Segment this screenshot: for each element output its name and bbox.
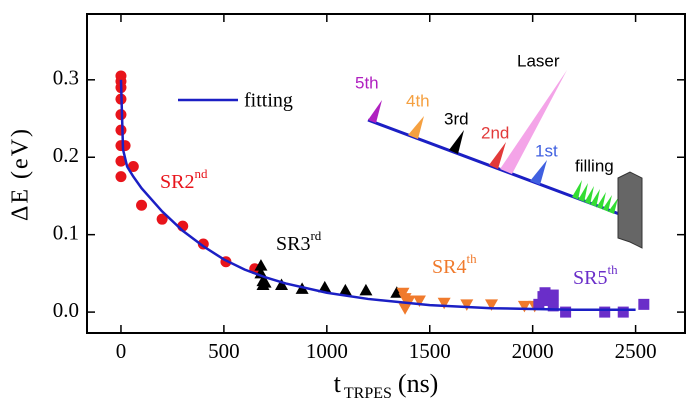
point bbox=[258, 276, 272, 288]
spike bbox=[489, 142, 506, 169]
y-tick-label: 0.0 bbox=[53, 298, 79, 322]
plot-frame bbox=[86, 13, 686, 334]
inset-label: Laser bbox=[517, 51, 560, 70]
point bbox=[599, 306, 611, 318]
point bbox=[359, 283, 373, 296]
x-tick-label: 1500 bbox=[409, 339, 451, 363]
x-axis-label: t TRPES (ns) bbox=[334, 369, 439, 402]
laser-beam bbox=[500, 70, 567, 174]
point bbox=[617, 306, 629, 318]
inset: Laser 5th 4th 3rd 2nd 1st filling bbox=[355, 51, 643, 249]
annotation-sup: rd bbox=[310, 228, 321, 243]
inset-label: 5th bbox=[355, 73, 379, 92]
inset-label: 2nd bbox=[481, 123, 509, 142]
annotation-text: SR2 bbox=[160, 171, 194, 193]
annotation: SR5th bbox=[573, 262, 618, 289]
annotation-sup: nd bbox=[194, 166, 208, 181]
point bbox=[533, 298, 545, 310]
inset-label: 4th bbox=[406, 91, 430, 110]
point bbox=[402, 295, 416, 307]
annotation-text: SR3 bbox=[276, 233, 310, 255]
annotation-text: SR4 bbox=[432, 256, 466, 278]
point bbox=[136, 199, 148, 211]
spike bbox=[449, 130, 464, 154]
inset-label: 1st bbox=[535, 141, 558, 160]
legend-label: fitting bbox=[244, 90, 293, 112]
y-tick-label: 0.3 bbox=[53, 66, 79, 90]
x-tick-label: 500 bbox=[208, 339, 240, 363]
spike bbox=[368, 100, 382, 123]
point bbox=[338, 283, 352, 296]
x-tick-label: 2000 bbox=[512, 339, 554, 363]
annotation: SR3rd bbox=[276, 228, 322, 255]
point bbox=[254, 259, 268, 271]
point bbox=[119, 140, 131, 152]
point bbox=[412, 295, 426, 307]
annotation: SR4th bbox=[432, 251, 477, 278]
point bbox=[156, 213, 168, 225]
inset-label: filling bbox=[575, 156, 614, 175]
point bbox=[398, 303, 412, 315]
point bbox=[115, 171, 127, 183]
point bbox=[638, 298, 650, 310]
point bbox=[115, 155, 127, 167]
spike bbox=[408, 116, 424, 139]
point bbox=[275, 278, 289, 290]
point bbox=[539, 287, 551, 299]
fit-line bbox=[119, 79, 636, 312]
inset-label: 3rd bbox=[444, 109, 469, 128]
x-tick-label: 2500 bbox=[615, 339, 657, 363]
x-tick-label: 1000 bbox=[306, 339, 348, 363]
x-label-main: t bbox=[334, 369, 342, 398]
spike bbox=[530, 160, 547, 185]
point bbox=[484, 299, 498, 311]
block bbox=[617, 171, 643, 249]
y-tick-label: 0.1 bbox=[53, 220, 79, 244]
point bbox=[517, 300, 531, 313]
y-axis-label: ΔE (eV) bbox=[8, 127, 34, 221]
point bbox=[115, 124, 127, 136]
point bbox=[547, 300, 559, 312]
plot-area bbox=[115, 70, 650, 318]
point bbox=[547, 289, 559, 301]
x-tick-label: 0 bbox=[116, 339, 127, 363]
point bbox=[560, 306, 572, 318]
point bbox=[127, 161, 139, 173]
point bbox=[318, 280, 332, 293]
annotation: SR2nd bbox=[160, 166, 208, 193]
annotation-sup: th bbox=[466, 251, 477, 266]
annotation-text: SR5 bbox=[573, 267, 607, 289]
y-tick-label: 0.2 bbox=[53, 143, 79, 167]
x-label-sub: TRPES bbox=[344, 385, 392, 402]
x-label-unit: (ns) bbox=[398, 369, 438, 398]
filling-spikes bbox=[572, 180, 618, 214]
annotation-sup: th bbox=[607, 262, 618, 277]
point bbox=[539, 294, 551, 306]
point bbox=[437, 297, 451, 310]
point bbox=[460, 299, 474, 311]
